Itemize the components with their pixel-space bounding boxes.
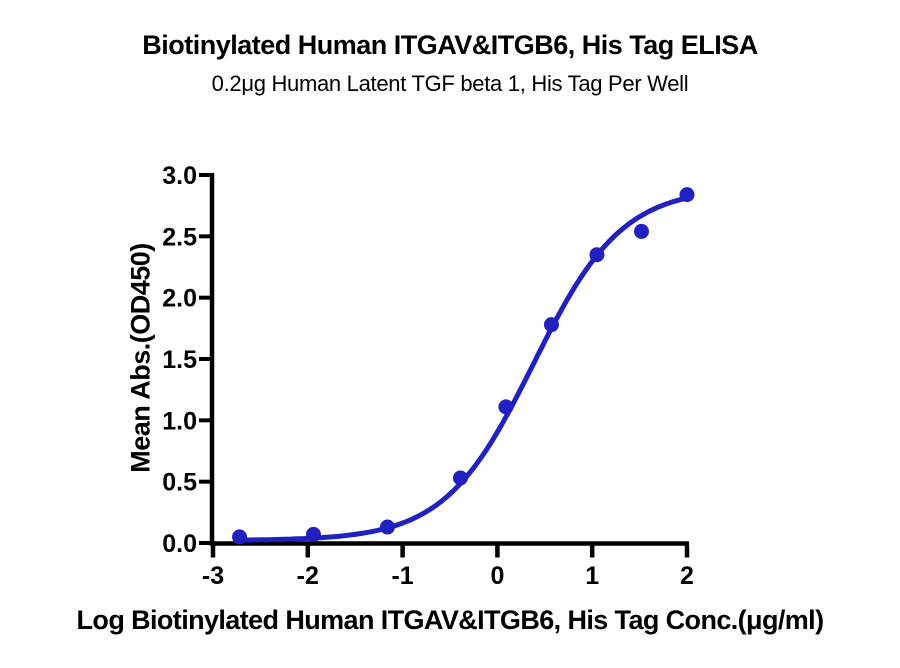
chart-subtitle: 0.2μg Human Latent TGF beta 1, His Tag P…: [211, 71, 689, 96]
data-point: [543, 317, 559, 333]
x-axis-label: Log Biotinylated Human ITGAV&ITGB6, His …: [76, 605, 825, 635]
y-tick-group: 0.0 0.5 1.0 1.5 2.0 2.5 3.0: [162, 162, 211, 558]
y-tick-label: 1.5: [162, 346, 197, 374]
data-point: [452, 470, 468, 486]
y-tick-label: 0.0: [162, 530, 197, 558]
y-tick-label: 3.0: [162, 162, 197, 190]
data-point: [305, 526, 321, 542]
data-point: [633, 223, 649, 239]
x-tick-label: -1: [391, 562, 413, 590]
data-point-group: [232, 187, 695, 545]
x-tick-label: 0: [490, 562, 504, 590]
data-point: [379, 519, 395, 535]
data-point: [679, 187, 695, 203]
y-tick-label: 2.5: [162, 223, 197, 251]
y-tick-label: 2.0: [162, 285, 197, 313]
fit-curve: [236, 195, 690, 543]
y-tick-label: 1.0: [162, 407, 197, 435]
x-tick-label: 2: [680, 562, 694, 590]
x-tick-label: -3: [202, 562, 224, 590]
data-point: [232, 529, 248, 545]
x-tick-group: -3 -2 -1 0 1 2: [202, 545, 694, 590]
x-tick-label: -2: [297, 562, 319, 590]
x-tick-label: 1: [585, 562, 599, 590]
data-point: [498, 399, 514, 415]
y-tick-label: 0.5: [162, 469, 197, 497]
fit-curve-group: [236, 195, 690, 543]
chart-title: Biotinylated Human ITGAV&ITGB6, His Tag …: [142, 30, 758, 60]
data-point: [589, 247, 605, 263]
